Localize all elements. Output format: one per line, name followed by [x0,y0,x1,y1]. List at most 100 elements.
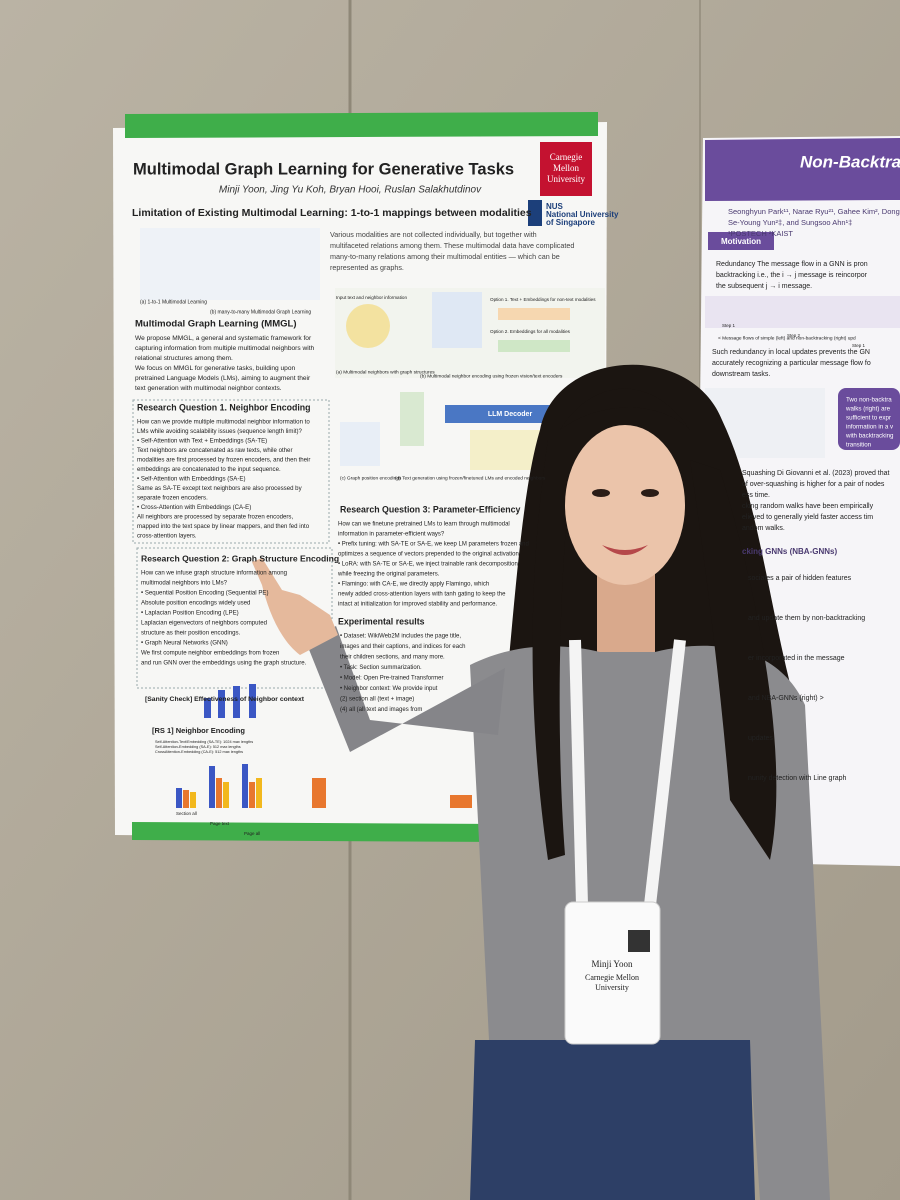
chart-bar [223,782,229,808]
body-text: many-to-many relations among their multi… [330,252,560,261]
chart-bar [204,698,211,718]
lanyard [569,639,588,906]
body-text: All neighbors are processed by separate … [137,514,293,521]
body-text: and update them by non-backtracking [748,615,865,622]
body-text: • Flamingo: with CA-E, we directly apply… [338,582,489,588]
chart-bar [216,778,222,808]
body-text: How can we finetune pretrained LMs to le… [338,522,510,528]
badge-name: Minji Yoon [591,959,633,969]
x-label: Section all [176,811,197,816]
step-label: Step 1 [722,323,736,328]
chart-bar [218,690,225,718]
body-text: and run GNN over the embeddings using th… [141,660,307,667]
legend-entry: Self-Attention-Text/Embedding (SA-TE): 1… [155,740,253,744]
body-text: text generation with multimodal neighbor… [135,385,282,392]
caption: (a) 1-to-1 Multimodal Learning [140,299,207,305]
lanyard [644,639,686,906]
option-bar [498,340,570,352]
logo-text: Mellon [553,163,579,173]
qr-code [628,930,650,952]
encoder-diagram [432,292,482,348]
chart-bar [242,764,248,808]
rq1-box [132,399,330,544]
step-label: Step 1 [852,343,866,348]
caption: < Message flows of simple (left) and non… [718,335,856,341]
body-text: backtracking i.e., the i → j message is … [716,272,868,279]
body-text: optimizes a sequence of vectors prepende… [338,552,519,558]
mouth [602,545,648,555]
callout-text: transition [846,442,872,449]
body-text: relational structures among them. [135,355,233,362]
logo-text: National University [546,210,619,219]
body-text: er incorporated in the message [748,655,845,662]
body-text: capturing information from multiple mult… [135,345,315,352]
arm [306,626,505,752]
body-text: cking random walks have been empirically [742,503,874,510]
body-text: sociates a pair of hidden features [748,575,852,582]
section-heading: [RS 1] Neighbor Encoding [152,726,245,735]
graph-icon [346,304,390,348]
face [565,425,685,585]
body-text: Squashing Di Giovanni et al. (2023) prov… [742,470,890,477]
section-heading: Experimental results [338,616,425,626]
body-text: represented as graphs. [330,263,404,272]
section-heading: Research Question 1. Neighbor Encoding [137,402,311,412]
body-text: (4) all (all text and images from [340,707,422,713]
step-figure [705,296,900,328]
body-text: information in parameter-efficient ways? [338,532,445,538]
hair-strand [532,440,572,860]
section-heading: Multimodal Graph Learning (MMGL) [135,319,297,330]
callout-box [838,388,900,450]
logo-text: University [547,174,585,184]
section-heading: Research Question 2: Graph Structure Enc… [141,553,339,563]
section-heading: Motivation [721,237,761,246]
body-text: separate frozen encoders. [137,495,208,502]
body-text: embeddings are concatenated to the input… [137,466,281,473]
body-text: ess time. [742,492,770,499]
caption: (d) Text generation using frozen/finetun… [395,475,546,481]
body-text: newly added cross-attention layers with … [338,592,506,598]
step-label: Step 2 [787,333,801,338]
eye [592,489,610,497]
green-tape [125,112,598,138]
diagram-area [140,228,320,300]
chart-bar [209,766,215,808]
caption: (b) many-to-many Multimodal Graph Learni… [210,309,311,315]
body-text: We first compute neighbor embeddings fro… [141,650,279,657]
text-layer: Multimodal Graph Learning for Generative… [132,152,900,992]
body-text: • Cross-Attention with Embeddings (CA-E) [137,504,251,511]
cmu-logo [540,142,592,196]
figure-label: Input text and neighbor information [336,295,407,300]
caption: (a) Multimodal neighbors with graph stru… [336,369,435,375]
section-heading: Research Question 3: Parameter-Efficienc… [340,504,521,514]
body-text: • Laplacian Position Encoding (LPE) [141,610,239,617]
body-text: structure as their position encodings. [141,630,241,637]
right-poster-authors: Seonghyun Park¹¹, Narae Ryu²¹, Gahee Kim… [728,207,900,216]
body-text: We focus on MMGL for generative tasks, b… [135,365,295,372]
chart-bar [249,684,256,718]
motivation-badge [708,232,774,250]
logo-text: NUS [546,202,564,211]
body-text: How can we provide multiple multimodal n… [137,419,310,426]
body-text: We propose MMGL, a general and systemati… [135,335,312,342]
callout-text: Two non-backtra [846,397,892,404]
logo-text: of Singapore [546,218,595,227]
body-text: • Self-Attention with Text + Embeddings … [137,438,267,445]
callout-text: with backtracking [845,433,894,440]
body-text: • Prefix tuning: with SA-TE or SA-E, we … [338,542,529,548]
sanity-chart [204,684,256,718]
body-text: How can we infuse graph structure inform… [141,570,287,577]
x-label: Page all [244,831,260,836]
body-text: Various modalities are not collected ind… [330,230,537,239]
body-text: nunity detection with Line graph [748,775,847,782]
body-text: mapped into the text space by linear map… [137,523,310,530]
body-text: Such redundancy in local updates prevent… [712,349,870,356]
body-text: • Sequential Position Encoding (Sequenti… [141,590,268,597]
caption: (b) Multimodal neighbor encoding using f… [420,373,563,379]
person [252,364,830,1200]
body-text: downstream tasks. [712,371,770,378]
callout-text: walks (right) are [845,406,891,413]
body-text: Text neighbors are concatenated as raw t… [137,447,292,454]
rs1-chart [176,764,472,808]
chart-bar [176,788,182,808]
